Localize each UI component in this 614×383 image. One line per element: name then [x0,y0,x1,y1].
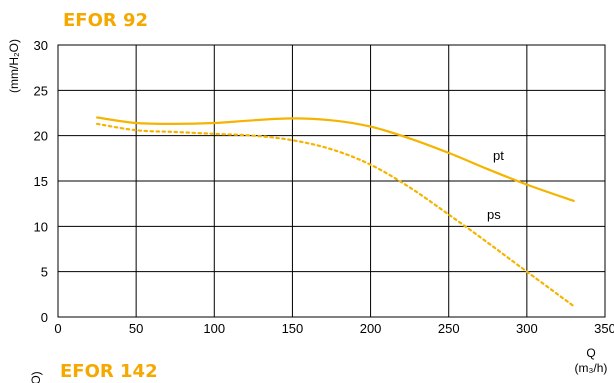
x-tick-label: 300 [516,321,538,336]
x-tick-label: 50 [129,321,143,336]
x-tick-label: 200 [360,321,382,336]
series-label-ps: ps [487,207,501,222]
next-y-axis-label-fragment: O) [29,371,43,383]
x-tick-label: 100 [203,321,225,336]
x-tick-label: 150 [282,321,304,336]
series-label-pt: pt [493,148,504,163]
series-line-ps [96,122,575,308]
y-tick-label: 5 [41,265,48,280]
chart-title: EFOR 92 [63,10,148,31]
plot-area [57,44,606,318]
x-axis-label: Q [586,346,595,360]
x-tick-label: 350 [594,321,614,336]
grid-lines [58,45,605,317]
y-tick-label: 30 [34,38,48,53]
series-labels: pt ps [487,148,504,222]
y-tick-label: 0 [41,310,48,325]
series-line-pt [96,116,575,202]
y-tick-label: 15 [34,174,48,189]
x-tick-label: 0 [54,321,61,336]
series-layer [96,116,575,308]
y-tick-label: 10 [34,219,48,234]
y-tick-label: 25 [34,83,48,98]
y-tick-label: 20 [34,129,48,144]
x-axis-unit: (m₃/h) [575,361,608,375]
x-axis-ticks: 0 50 100 150 200 250 300 350 [54,321,614,336]
y-axis-ticks: 0 5 10 15 20 25 30 [34,38,48,325]
y-axis-label: (mm/H₂O) [7,39,21,93]
next-chart-title: EFOR 142 [60,361,158,382]
x-tick-label: 250 [438,321,460,336]
